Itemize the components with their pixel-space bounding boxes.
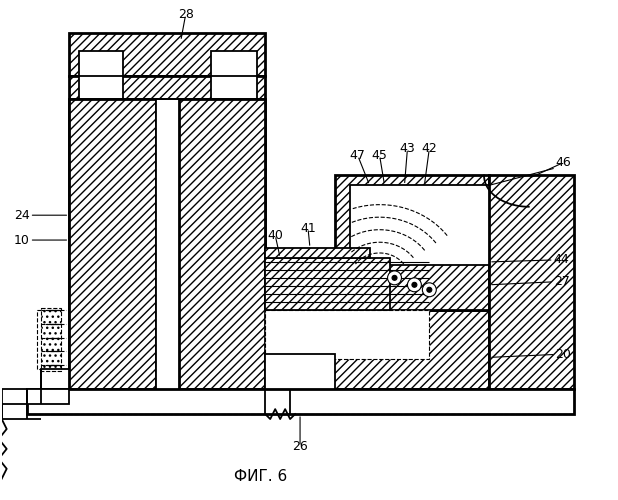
Polygon shape: [211, 51, 257, 99]
Polygon shape: [335, 176, 489, 310]
Polygon shape: [265, 258, 389, 310]
Circle shape: [422, 283, 436, 296]
Text: 28: 28: [178, 8, 193, 21]
Text: ФИГ. 6: ФИГ. 6: [234, 469, 287, 484]
Text: 47: 47: [350, 149, 366, 162]
Polygon shape: [156, 99, 179, 389]
Text: 43: 43: [400, 142, 415, 155]
Text: 20: 20: [556, 348, 572, 361]
Polygon shape: [179, 99, 265, 389]
Text: 27: 27: [554, 276, 570, 288]
Polygon shape: [265, 248, 370, 258]
Text: 26: 26: [292, 440, 308, 454]
Text: 44: 44: [554, 254, 569, 266]
Circle shape: [387, 271, 402, 285]
Text: 24: 24: [14, 208, 30, 222]
Polygon shape: [27, 389, 574, 414]
Polygon shape: [41, 370, 69, 389]
Polygon shape: [350, 186, 489, 265]
Circle shape: [427, 288, 432, 292]
Text: 42: 42: [421, 142, 437, 155]
Circle shape: [412, 282, 417, 288]
Circle shape: [392, 276, 397, 280]
Polygon shape: [27, 389, 69, 404]
Text: 46: 46: [556, 156, 572, 169]
Text: 45: 45: [371, 149, 387, 162]
Polygon shape: [265, 354, 335, 389]
Polygon shape: [69, 76, 265, 389]
Polygon shape: [265, 310, 430, 360]
Polygon shape: [489, 176, 574, 389]
Text: 41: 41: [300, 222, 316, 234]
Polygon shape: [69, 99, 156, 389]
Polygon shape: [79, 51, 123, 99]
Text: 10: 10: [14, 234, 30, 246]
Circle shape: [407, 278, 421, 292]
Polygon shape: [69, 33, 265, 76]
Polygon shape: [265, 310, 489, 389]
Text: 40: 40: [267, 228, 283, 241]
